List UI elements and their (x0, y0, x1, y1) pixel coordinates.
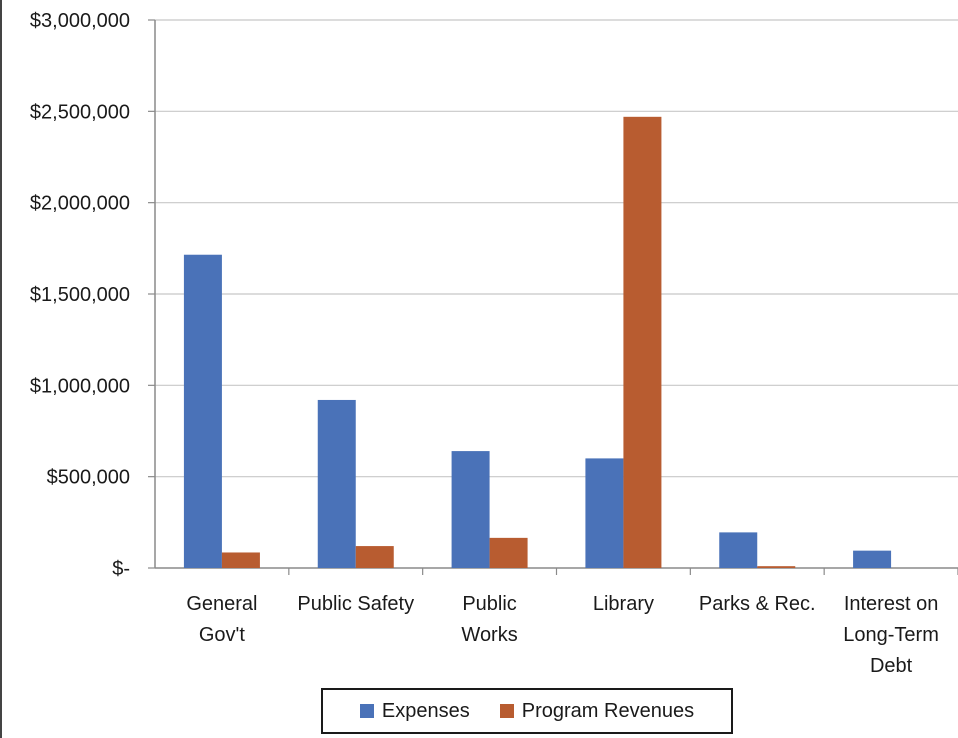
bar-expenses (585, 458, 624, 568)
chart-legend: Expenses Program Revenues (321, 688, 733, 734)
y-tick-label: $500,000 (47, 467, 130, 489)
legend-swatch-program-revenues (499, 704, 514, 718)
bar-program-revenues (221, 552, 260, 568)
bar-program-revenues (757, 566, 796, 568)
bar-expenses (451, 451, 490, 568)
x-tick-label: Public (462, 593, 516, 615)
x-tick-label: Long-Term (843, 624, 939, 646)
y-tick-label: $- (112, 558, 130, 580)
frame-edge (0, 0, 2, 738)
x-tick-label: Library (593, 593, 654, 615)
bar-program-revenues (623, 116, 662, 569)
bar-expenses (853, 550, 892, 568)
y-tick-label: $1,000,000 (30, 375, 130, 397)
x-tick-label: Works (461, 624, 517, 646)
bar-expenses (183, 254, 222, 568)
y-tick-label: $2,500,000 (30, 101, 130, 123)
x-tick-label: Debt (870, 655, 913, 677)
legend-label-program-revenues: Program Revenues (521, 699, 695, 722)
bar-program-revenues (355, 546, 394, 568)
x-tick-label: Gov't (199, 624, 245, 646)
legend-label-expenses: Expenses (381, 699, 470, 722)
bar-expenses (317, 399, 356, 568)
legend-swatch-expenses (359, 704, 374, 718)
x-tick-label: Interest on (844, 593, 939, 615)
y-tick-label: $3,000,000 (30, 10, 130, 32)
legend-item-program-revenues: Program Revenues (499, 699, 695, 723)
y-tick-label: $1,500,000 (30, 284, 130, 306)
bar-expenses (719, 532, 758, 568)
y-tick-label: $2,000,000 (30, 193, 130, 215)
x-tick-label: Parks & Rec. (699, 593, 816, 615)
x-tick-label: General (186, 593, 257, 615)
legend-item-expenses: Expenses (359, 699, 470, 723)
bar-program-revenues (489, 537, 528, 568)
x-tick-label: Public Safety (297, 593, 414, 615)
